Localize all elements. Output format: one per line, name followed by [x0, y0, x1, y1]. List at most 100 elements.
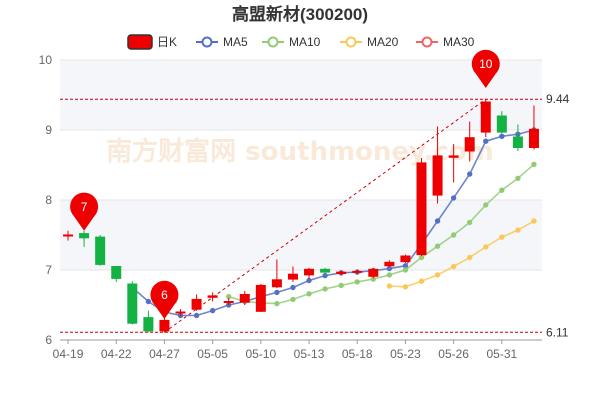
series-ma5-point	[193, 312, 200, 319]
chart-title: 高盟新材(300200)	[232, 4, 368, 24]
x-tick-label: 05-10	[245, 347, 276, 361]
series-ma10-point	[386, 272, 393, 278]
y-axis: 6 7 8 9 10	[39, 53, 53, 347]
legend-swatch-dot	[421, 36, 433, 48]
candle[interactable]	[255, 284, 266, 312]
y-tick-label: 7	[45, 263, 52, 277]
x-tick-label: 04-22	[101, 347, 132, 361]
candle[interactable]	[223, 298, 234, 305]
series-ma10-point	[499, 187, 505, 193]
candle-body	[111, 266, 122, 279]
candle[interactable]	[512, 124, 523, 151]
series-ma5-point	[306, 277, 312, 284]
y-tick-label: 8	[45, 193, 52, 207]
candle-body	[287, 273, 298, 280]
series-ma5-point	[483, 138, 489, 144]
candle-body	[320, 268, 331, 273]
series-ma5-point	[434, 218, 441, 224]
series-ma20-point	[386, 283, 393, 289]
x-tick-label: 05-23	[390, 347, 421, 361]
candle-body	[239, 294, 250, 303]
reference-line-label: 6.11	[546, 325, 569, 339]
x-tick-label: 04-27	[149, 347, 180, 361]
x-tick-label: 05-26	[438, 347, 469, 361]
candle[interactable]	[191, 294, 202, 311]
candle[interactable]	[287, 266, 298, 282]
candle-body	[255, 284, 266, 312]
candle[interactable]	[304, 267, 315, 279]
candle[interactable]	[127, 281, 138, 325]
legend-swatch-k	[127, 34, 153, 50]
candle-body	[512, 136, 523, 148]
watermark: 南方财富网 southmoney.com	[106, 136, 494, 167]
legend-label: MA5	[223, 35, 248, 49]
marker-pin-shape	[471, 49, 500, 88]
candle-body	[223, 301, 234, 303]
candle[interactable]	[95, 235, 106, 266]
candle[interactable]	[143, 310, 154, 333]
y-tick-label: 9	[45, 123, 52, 137]
legend-item-ma30[interactable]: MA30	[416, 35, 475, 49]
legend-swatch-dot	[267, 36, 279, 48]
candle[interactable]	[79, 230, 90, 247]
candle-body	[95, 236, 106, 265]
candle[interactable]	[320, 267, 331, 275]
candle[interactable]	[63, 230, 74, 241]
reference-line-label: 9.44	[546, 92, 570, 106]
candle[interactable]	[175, 309, 186, 317]
candle-body	[191, 298, 202, 310]
candle[interactable]	[352, 269, 363, 275]
legend-item-ma20[interactable]: MA20	[340, 35, 399, 49]
series-ma20-point	[515, 227, 521, 233]
candle[interactable]	[400, 254, 411, 263]
candle[interactable]	[528, 105, 539, 150]
series-ma20-point	[467, 254, 473, 261]
series-ma10-point	[434, 243, 441, 249]
candle[interactable]	[496, 111, 507, 134]
legend-label: MA20	[367, 35, 399, 49]
series-ma10-point	[338, 282, 344, 289]
candle[interactable]	[416, 158, 427, 256]
legend-item-ma5[interactable]: MA5	[196, 35, 248, 49]
series-ma5-point	[290, 284, 296, 291]
candle-body	[207, 295, 218, 298]
candle-body	[271, 279, 282, 288]
series-ma10-point	[531, 161, 537, 168]
series-ma5-point	[499, 133, 505, 140]
candle[interactable]	[432, 126, 443, 204]
candle-body	[528, 128, 539, 149]
candle[interactable]	[464, 121, 475, 162]
series-ma20-line	[389, 220, 535, 288]
legend-label: MA10	[289, 35, 321, 49]
legend-item-k[interactable]: 日K	[127, 34, 177, 50]
legend[interactable]: 日K MA5 MA10 MA20 MA30	[127, 34, 475, 50]
candles[interactable]	[63, 99, 539, 333]
candle-body	[63, 234, 74, 237]
candle-body	[159, 319, 170, 332]
series-ma20-point	[450, 263, 457, 270]
candle[interactable]	[336, 270, 347, 276]
candle-body	[384, 261, 395, 267]
candle[interactable]	[480, 99, 491, 137]
candle-body	[304, 268, 315, 276]
candle[interactable]	[271, 259, 282, 289]
x-axis: 04-19 04-22 04-27 05-05 05-10 05-13 05-18 05-23…	[53, 340, 517, 361]
candle[interactable]	[384, 260, 395, 268]
watermark-text: 南方财富网 southmoney.com	[106, 136, 494, 167]
candle[interactable]	[448, 144, 459, 183]
candle[interactable]	[239, 291, 250, 305]
candle[interactable]	[111, 266, 122, 282]
series-ma10-point	[306, 291, 312, 297]
legend-label: 日K	[157, 35, 177, 49]
legend-label: MA30	[443, 35, 475, 49]
candle[interactable]	[207, 292, 218, 302]
candle[interactable]	[368, 267, 379, 279]
marker-pin: 7	[70, 192, 99, 231]
candle-body	[400, 255, 411, 263]
marker-pin: 10	[471, 49, 500, 88]
x-tick-label: 05-31	[486, 347, 517, 361]
legend-swatch-dot	[201, 36, 213, 48]
legend-item-ma10[interactable]: MA10	[262, 35, 321, 49]
x-tick-label: 05-05	[197, 347, 228, 361]
candle-body	[143, 317, 154, 332]
